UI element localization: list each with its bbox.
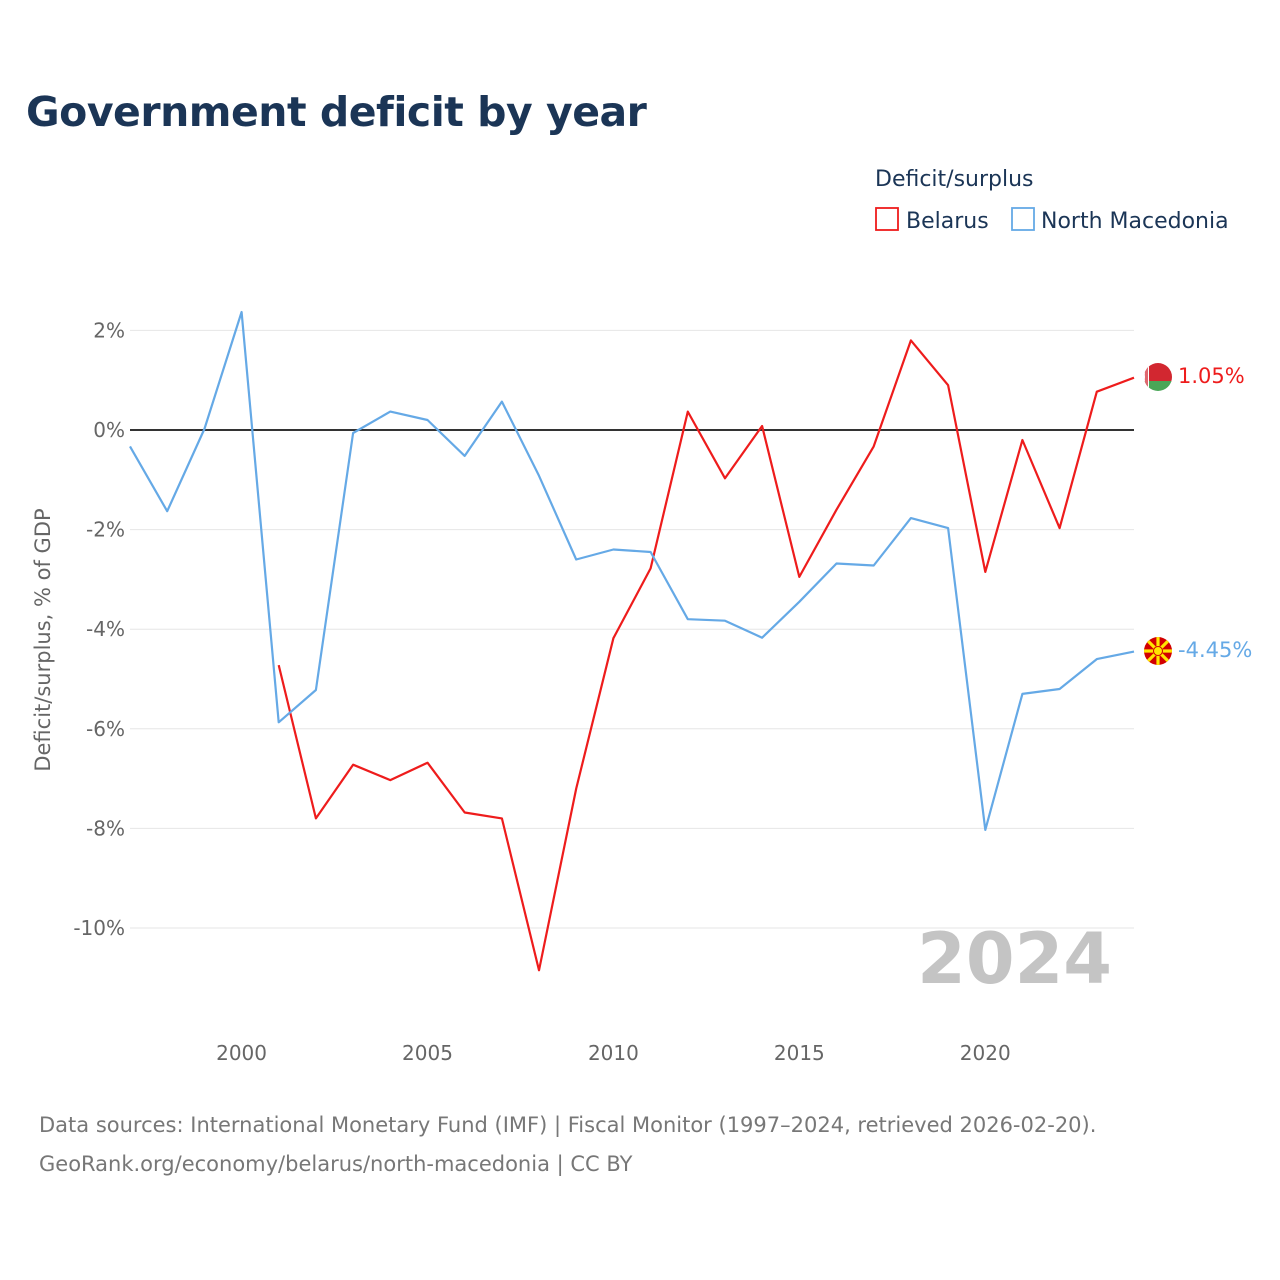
x-tick-label: 2000: [216, 1041, 267, 1065]
x-axis-ticks: 2000 2005 2010 2015 2020: [216, 1041, 1011, 1065]
gridlines: [130, 329, 1134, 929]
footer-attribution: GeoRank.org/economy/belarus/north-macedo…: [39, 1152, 633, 1176]
x-tick-label: 2020: [960, 1041, 1011, 1065]
end-label-belarus: 1.05%: [1178, 364, 1245, 388]
y-tick-label: -10%: [73, 916, 125, 940]
y-tick-label: 0%: [93, 418, 125, 442]
series-lines: [129, 310, 1135, 972]
legend: Deficit/surplus Belarus North Macedonia: [875, 167, 1229, 234]
end-label-north-macedonia: -4.45%: [1178, 638, 1252, 662]
x-tick-label: 2005: [402, 1041, 453, 1065]
x-tick-label: 2015: [774, 1041, 825, 1065]
y-tick-label: -6%: [86, 717, 125, 741]
y-tick-label: -2%: [86, 518, 125, 542]
legend-swatch-north-macedonia: [1011, 207, 1035, 231]
x-tick-label: 2010: [588, 1041, 639, 1065]
legend-label-belarus: Belarus: [906, 209, 989, 234]
legend-title: Deficit/surplus: [875, 167, 1034, 192]
y-axis-title: Deficit/surplus, % of GDP: [31, 508, 55, 771]
series-line-belarus: [277, 339, 1135, 972]
year-stamp: 2024: [917, 918, 1112, 1000]
belarus-flag-icon: [1144, 363, 1172, 391]
footer: Data sources: International Monetary Fun…: [39, 1106, 1096, 1184]
series-line-north-macedonia: [129, 310, 1135, 832]
legend-item-north-macedonia[interactable]: North Macedonia: [1011, 207, 1229, 234]
north-macedonia-flag-icon: [1144, 637, 1172, 665]
chart-title: Government deficit by year: [26, 88, 647, 136]
y-tick-label: 2%: [93, 318, 125, 342]
footer-sources: Data sources: International Monetary Fun…: [39, 1113, 1097, 1137]
legend-item-belarus[interactable]: Belarus: [875, 207, 989, 234]
legend-swatch-belarus: [875, 207, 899, 231]
y-axis-ticks: 2% 0% -2% -4% -6% -8% -10%: [73, 318, 125, 940]
y-tick-label: -8%: [86, 816, 125, 840]
legend-label-north-macedonia: North Macedonia: [1041, 209, 1229, 234]
y-tick-label: -4%: [86, 617, 125, 641]
